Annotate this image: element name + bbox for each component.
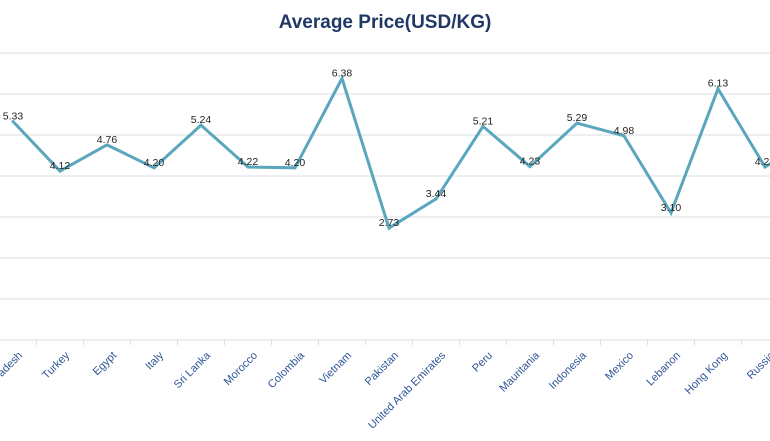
data-label: 5.29: [567, 112, 588, 124]
data-point: [716, 87, 720, 91]
data-point: [575, 121, 579, 125]
data-point: [528, 165, 532, 169]
data-label: 4.22: [238, 156, 259, 168]
x-tick-label: Mauritania: [497, 349, 542, 394]
data-point: [152, 166, 156, 170]
data-label: 4.20: [144, 157, 165, 169]
x-tick-label: Sri Lanka: [172, 349, 214, 391]
x-tick-label: United Arab Emirates: [366, 349, 448, 431]
x-tick-label: Mexico: [603, 350, 636, 383]
data-point: [293, 166, 297, 170]
x-tick-label: Hong Kong: [683, 350, 730, 397]
data-label: 6.13: [708, 78, 729, 90]
data-label: 2.73: [379, 217, 400, 229]
x-tick-label: Russia: [745, 349, 770, 382]
x-tick-label: Peru: [470, 350, 495, 375]
x-tick-label: Pakistan: [363, 350, 401, 388]
data-label: 5.21: [473, 115, 494, 127]
data-label: 3.44: [426, 188, 447, 200]
x-tick-label: Turkey: [40, 349, 72, 381]
data-label: 4.12: [50, 160, 71, 172]
data-point: [11, 119, 15, 123]
data-point: [434, 197, 438, 201]
data-label: 4.22: [755, 156, 770, 168]
data-label: 6.38: [332, 67, 353, 79]
x-tick-label: Colombia: [266, 349, 308, 391]
x-tick-label: Vietnam: [317, 350, 354, 387]
x-tick-label: Egypt: [91, 350, 119, 378]
data-point: [763, 165, 767, 169]
data-point: [387, 226, 391, 230]
data-label: 4.76: [97, 134, 118, 146]
data-point: [669, 211, 673, 215]
x-tick-label: Italy: [143, 349, 166, 372]
series-line: [11, 74, 770, 231]
x-tick-label: adesh: [0, 350, 25, 380]
x-tick-label: Lebanon: [644, 350, 683, 389]
data-label: 4.20: [285, 157, 306, 169]
data-label: 5.24: [191, 114, 212, 126]
data-point: [622, 134, 626, 138]
data-point: [105, 143, 109, 147]
chart-title: Average Price(USD/KG): [278, 12, 492, 33]
data-point: [340, 76, 344, 80]
data-label: 3.10: [661, 202, 682, 214]
x-tick-label: Morocco: [222, 350, 260, 388]
x-tick-label: Indonesia: [547, 349, 590, 392]
data-point: [246, 165, 250, 169]
data-label: 5.33: [3, 110, 24, 122]
data-point: [199, 123, 203, 127]
data-label: 4.23: [520, 156, 541, 168]
data-point: [481, 124, 485, 128]
data-point: [58, 169, 62, 173]
data-label: 4.98: [614, 125, 635, 137]
